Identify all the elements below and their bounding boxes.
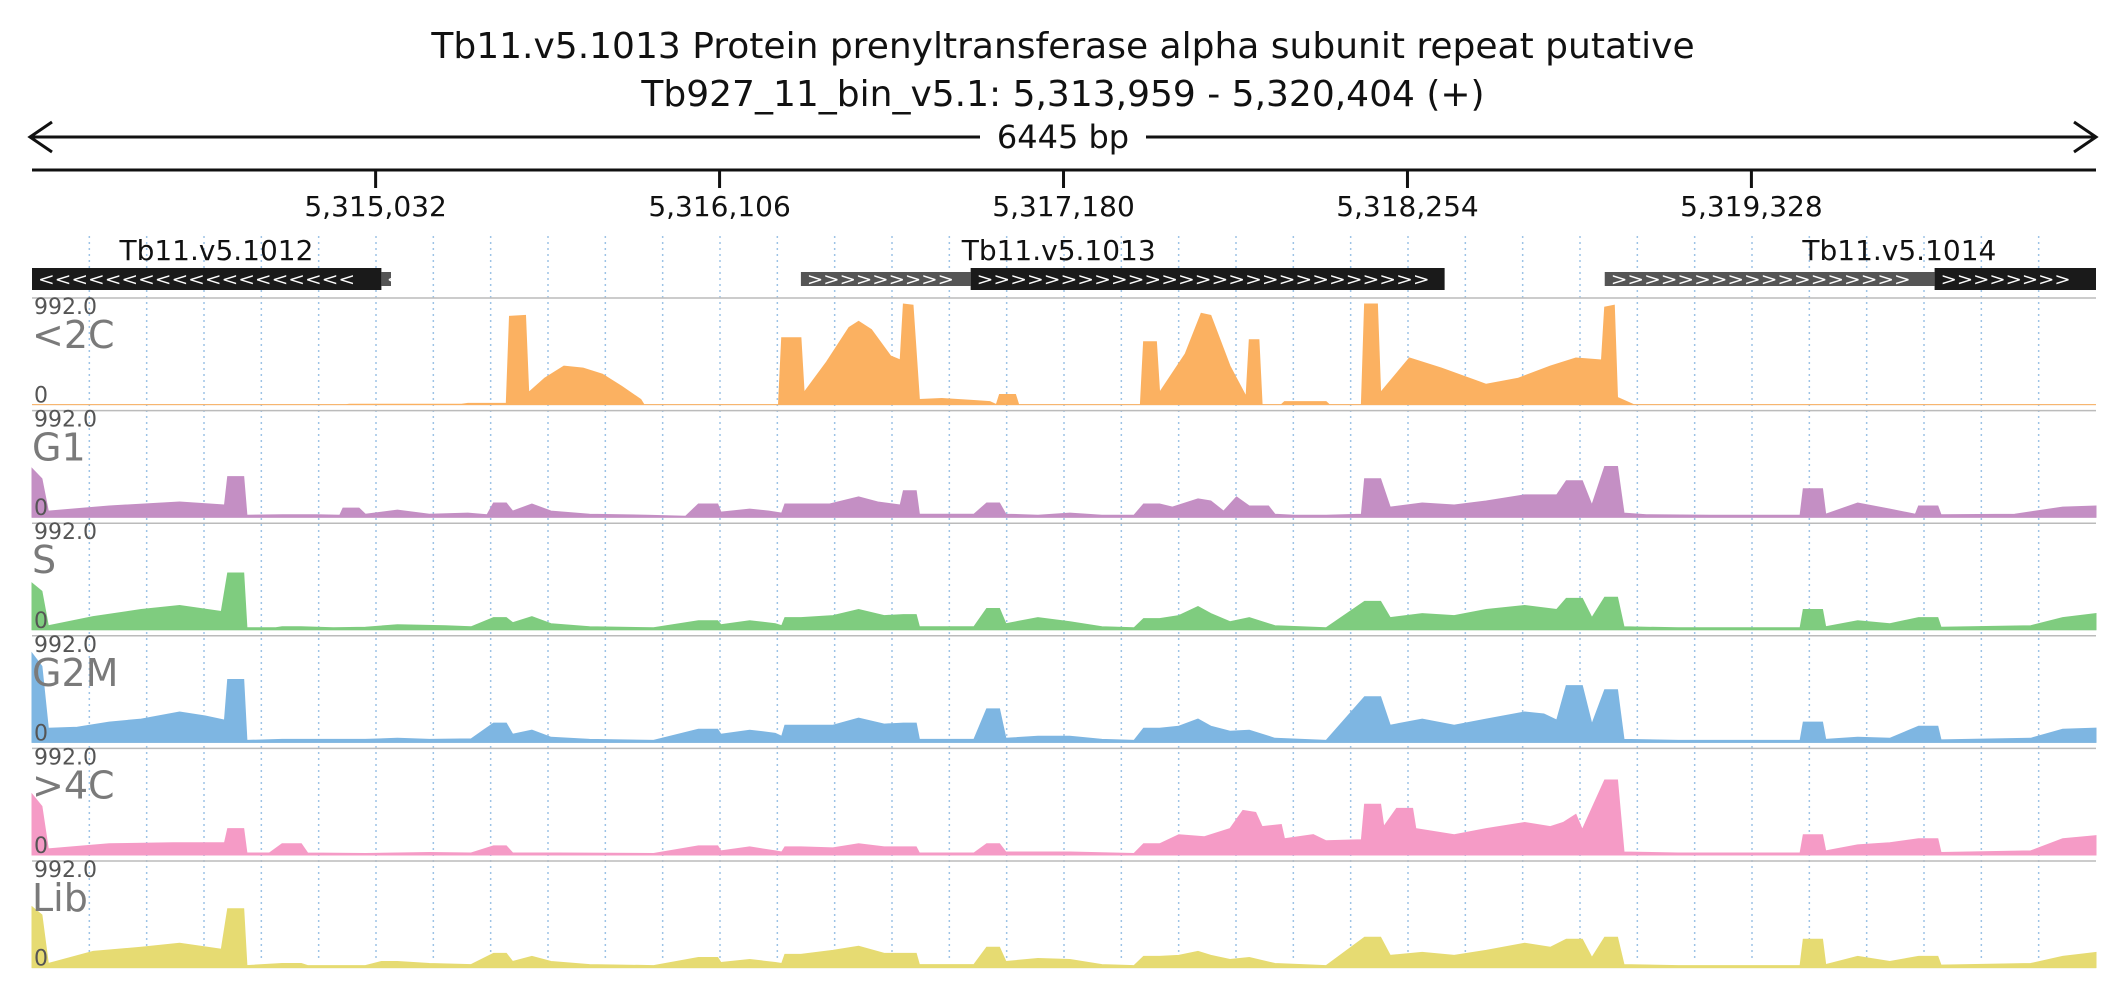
track-min-label: 0 bbox=[34, 609, 48, 634]
span-label: 6445 bp bbox=[997, 118, 1129, 156]
track-min-label: 0 bbox=[34, 947, 48, 972]
coverage-area bbox=[32, 303, 2096, 406]
strand-arrows: < bbox=[387, 270, 398, 290]
tick-label: 5,317,180 bbox=[992, 190, 1135, 223]
track-name: G2M bbox=[32, 651, 118, 695]
span-arrow-left bbox=[27, 120, 53, 154]
coordinate-ticks: 5,315,032 5,316,106 5,317,180 5,318,254 5,31… bbox=[304, 170, 1823, 223]
coverage-area bbox=[31, 572, 2097, 631]
track-min-label: 0 bbox=[34, 496, 48, 521]
track-name: >4C bbox=[32, 763, 115, 807]
locus-line: Tb927_11_bin_v5.1: 5,313,959 - 5,320,404… bbox=[640, 74, 1484, 115]
gene-label: Tb11.v5.1012 bbox=[118, 234, 313, 267]
tick-label: 5,315,032 bbox=[304, 190, 447, 223]
track-max-label: 992.0 bbox=[34, 520, 97, 545]
coverage-tracks: 992.00<2C992.00G1992.00S992.00G2M992.00>… bbox=[31, 295, 2097, 972]
gene-cds bbox=[32, 268, 382, 290]
strand-arrows: >>>>>>>>>>>>>>>>>> bbox=[1611, 270, 1911, 290]
gene-model: <<<<<<<<<<<<<<<<<<< <Tb11.v5.1012 bbox=[32, 234, 398, 290]
span-ruler: 6445 bp bbox=[27, 118, 2099, 156]
coverage-area bbox=[31, 779, 2097, 856]
track-name: S bbox=[32, 538, 56, 582]
track-max-label: 992.0 bbox=[34, 633, 97, 658]
track-min-label: 0 bbox=[34, 721, 48, 746]
gene-label: Tb11.v5.1014 bbox=[1801, 234, 1996, 267]
figure-title: Tb11.v5.1013 Protein prenyltransferase a… bbox=[430, 26, 1694, 67]
coverage-area bbox=[31, 466, 2097, 518]
track-max-label: 992.0 bbox=[34, 858, 97, 883]
coverage-area bbox=[31, 651, 2097, 743]
gene-cds bbox=[1934, 268, 2096, 290]
coverage-area bbox=[31, 905, 2097, 969]
track-min-label: 0 bbox=[34, 834, 48, 859]
tick-label: 5,316,106 bbox=[648, 190, 791, 223]
coverage-track: 992.0 0 <2C bbox=[32, 295, 2096, 409]
coverage-track: 992.0 0 Lib bbox=[31, 858, 2097, 972]
coverage-track: 992.0 0 G2M bbox=[31, 633, 2097, 746]
gene-utr bbox=[800, 272, 971, 286]
coverage-track: 992.0 0 G1 bbox=[31, 408, 2097, 521]
grid-lines bbox=[88, 236, 2040, 962]
coverage-track: 992.0 0 S bbox=[31, 520, 2097, 634]
gene-model: >>>>>>>>>>>>>>>>>>>>>>>>>>Tb11.v5.1014 bbox=[1604, 234, 2096, 290]
track-name: <2C bbox=[32, 313, 115, 357]
track-max-label: 992.0 bbox=[34, 295, 97, 320]
tick-label: 5,318,254 bbox=[1336, 190, 1479, 223]
track-max-label: 992.0 bbox=[34, 408, 97, 433]
span-arrow-right bbox=[2073, 120, 2099, 154]
gene-model: >>>>>>>>>>>>>>>>>>>>>>>>>>>>>>>>>>>>Tb11… bbox=[800, 234, 1445, 290]
gene-utr bbox=[1604, 272, 1935, 286]
gene-utr bbox=[381, 272, 391, 286]
track-max-label: 992.0 bbox=[34, 745, 97, 770]
gene-label: Tb11.v5.1013 bbox=[961, 234, 1156, 267]
strand-arrows: >>>>>>>> bbox=[1941, 270, 2071, 290]
track-name: G1 bbox=[32, 426, 86, 470]
coverage-track: 992.0 0 >4C bbox=[31, 745, 2097, 859]
track-min-label: 0 bbox=[34, 384, 48, 409]
track-name: Lib bbox=[32, 876, 88, 920]
strand-arrows: >>>>>>>>>>>>>>>>>>>>>>>>>>> bbox=[977, 270, 1430, 290]
gene-track: <<<<<<<<<<<<<<<<<<< <Tb11.v5.1012>>>>>>>>… bbox=[32, 234, 2096, 290]
strand-arrows: <<<<<<<<<<<<<<<<<<< bbox=[38, 270, 355, 290]
gene-cds bbox=[970, 268, 1445, 290]
tick-label: 5,319,328 bbox=[1680, 190, 1823, 223]
strand-arrows: >>>>>>>>> bbox=[807, 270, 954, 290]
